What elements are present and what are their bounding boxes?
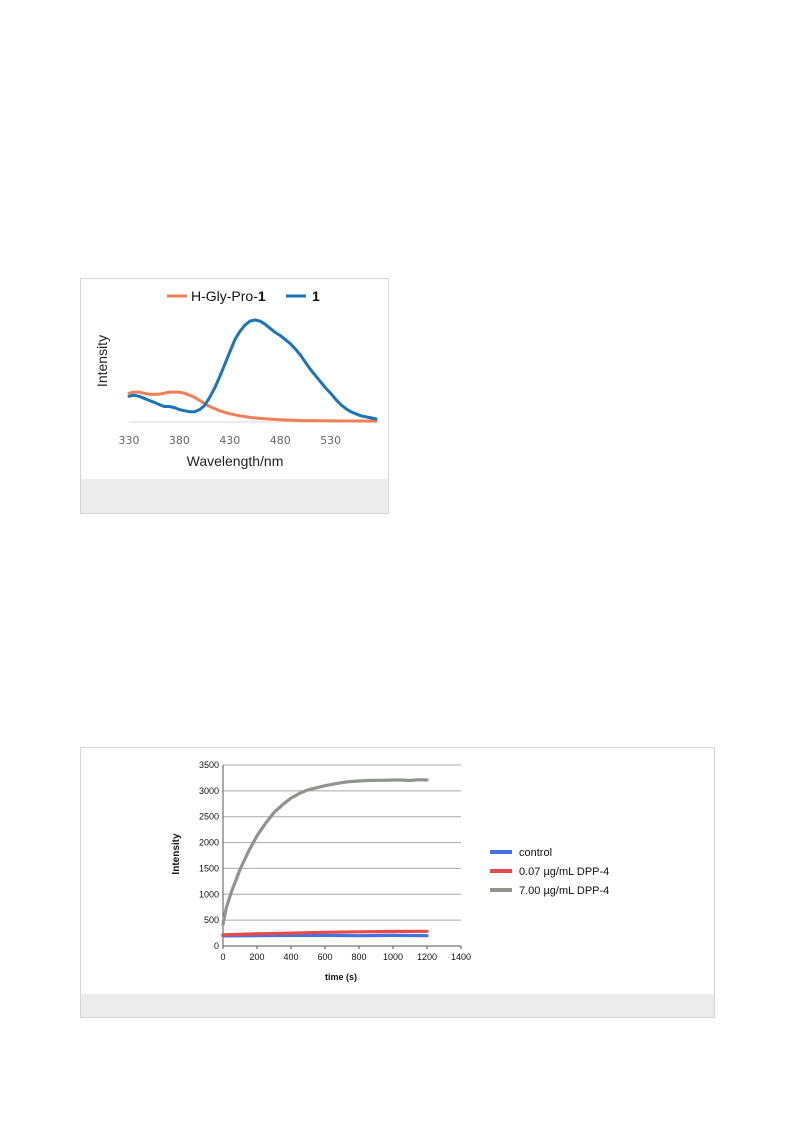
panel-footer (81, 994, 714, 1017)
y-tick-2000: 2000 (199, 838, 219, 848)
y-tick-1000: 1000 (199, 889, 219, 899)
y-axis-label: Intensity (94, 335, 110, 387)
legend: control 0.07 µg/mL DPP-4 7.00 µg/mL DPP-4 (490, 847, 609, 897)
series-line-7-00-g-ml-dpp-4 (221, 778, 429, 926)
legend: H-Gly-Pro-1 1 (167, 288, 320, 304)
series-line-control (221, 933, 429, 938)
gridlines (223, 764, 461, 921)
spectrum-chart-panel: H-Gly-Pro-1 1 Intensity 330 380 430 480 530 … (80, 278, 389, 514)
y-tick-3000: 3000 (199, 786, 219, 796)
x-tick-430: 430 (219, 434, 240, 447)
x-tick-380: 380 (169, 434, 190, 447)
y-axis-label: Intensity (171, 833, 182, 875)
x-tick-1000: 1000 (383, 952, 403, 962)
x-tick-1400: 1400 (451, 952, 471, 962)
x-tick-0: 0 (220, 952, 225, 962)
series-lines (127, 318, 378, 423)
legend-label-control: control (519, 847, 552, 859)
legend-label-7-00-g-ml-dpp-4: 7.00 µg/mL DPP-4 (519, 885, 609, 897)
x-tick-400: 400 (283, 952, 298, 962)
y-tick-0: 0 (214, 941, 219, 951)
x-tick-530: 530 (320, 434, 341, 447)
y-tick-2500: 2500 (199, 812, 219, 822)
x-tick-600: 600 (317, 952, 332, 962)
x-tick-200: 200 (249, 952, 264, 962)
kinetics-chart-panel: 0 500 1000 1500 2000 2500 3000 3500 0 200 400 600 8… (80, 747, 715, 1018)
spectrum-chart: H-Gly-Pro-1 1 Intensity 330 380 430 480 530 … (94, 288, 378, 469)
series-line-0-07-g-ml-dpp-4 (221, 929, 429, 937)
series-line-1 (127, 318, 378, 421)
y-tick-1500: 1500 (199, 863, 219, 873)
x-tick-330: 330 (119, 434, 140, 447)
x-tick-800: 800 (351, 952, 366, 962)
panel-footer (81, 479, 388, 513)
y-tick-labels: 0 500 1000 1500 2000 2500 3000 3500 (199, 760, 219, 951)
x-tick-labels: 330 380 430 480 530 (119, 434, 342, 447)
x-tick-1200: 1200 (417, 952, 437, 962)
y-tick-3500: 3500 (199, 760, 219, 770)
legend-label-h-gly-pro-1: H-Gly-Pro-1 (191, 288, 266, 304)
y-tick-500: 500 (204, 915, 219, 925)
x-tick-labels: 0 200 400 600 800 1000 1200 1400 (220, 946, 471, 962)
legend-label-0-07-g-ml-dpp-4: 0.07 µg/mL DPP-4 (519, 866, 609, 878)
x-tick-480: 480 (270, 434, 291, 447)
legend-label-1: 1 (312, 288, 320, 304)
x-axis-label: time (s) (325, 972, 357, 982)
kinetics-chart: 0 500 1000 1500 2000 2500 3000 3500 0 200 400 600 8… (171, 760, 609, 982)
series-line-h-gly-pro-1 (127, 390, 378, 423)
axes (222, 765, 461, 947)
x-axis-label: Wavelength/nm (187, 453, 284, 469)
series-lines (221, 778, 429, 938)
